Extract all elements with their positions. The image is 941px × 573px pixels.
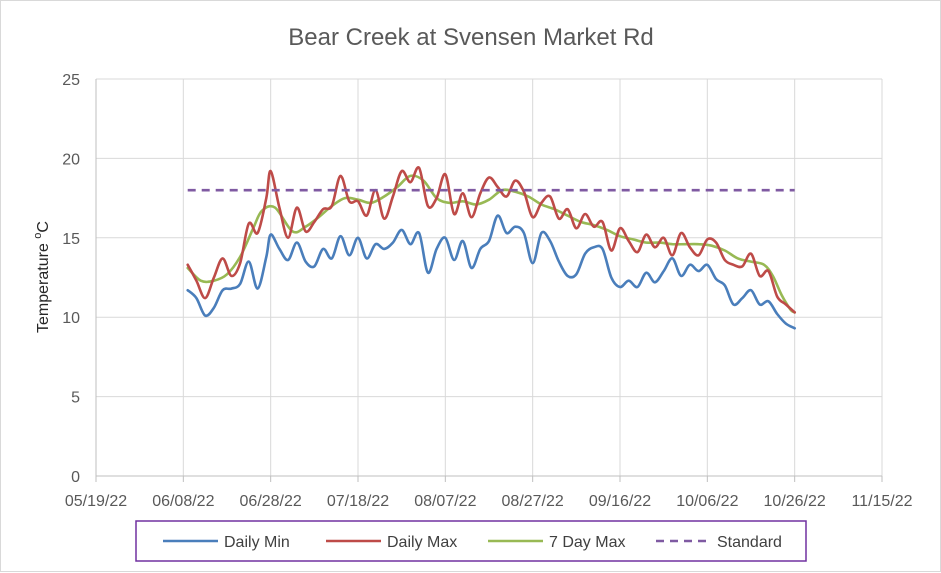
x-tick-label: 10/06/22 <box>676 493 738 510</box>
y-tick-label: 0 <box>71 469 80 486</box>
legend-box <box>135 520 807 562</box>
y-tick-label: 20 <box>62 151 80 168</box>
series-lines <box>186 166 796 330</box>
legend: Daily Min Daily Max 7 Day Max Standard <box>163 534 782 551</box>
x-tick-label: 07/18/22 <box>327 493 389 510</box>
legend-label-7-day-max: 7 Day Max <box>549 534 625 551</box>
gridlines <box>95 78 883 477</box>
x-tick-label: 08/07/22 <box>414 493 476 510</box>
legend-label-standard: Standard <box>717 534 782 551</box>
x-tick-label: 08/27/22 <box>502 493 564 510</box>
x-tick-label: 05/19/22 <box>65 493 127 510</box>
series-line-daily-min <box>186 214 796 330</box>
x-tick-label: 10/26/22 <box>764 493 826 510</box>
y-axis-title-unit: C <box>35 221 52 233</box>
y-tick-label: 25 <box>62 72 80 89</box>
x-tick-label: 06/28/22 <box>240 493 302 510</box>
legend-label-daily-max: Daily Max <box>387 534 457 551</box>
x-tick-label: 11/15/22 <box>851 493 912 510</box>
y-axis-title-degree: o <box>32 233 44 239</box>
y-tick-label: 5 <box>71 390 80 407</box>
legend-label-daily-min: Daily Min <box>224 534 290 551</box>
y-axis-title-main: Temperature <box>35 239 52 333</box>
y-tick-label: 15 <box>62 231 80 248</box>
chart-title: Bear Creek at Svensen Market Rd <box>288 24 654 51</box>
x-tick-label: 09/16/22 <box>589 493 651 510</box>
y-axis-title: Temperature oC <box>32 221 52 333</box>
x-tick-label: 06/08/22 <box>152 493 214 510</box>
axes: 0 5 10 15 20 25 05/19/22 06/08/22 06/28/22 07/18/… <box>62 72 912 510</box>
y-tick-label: 10 <box>62 310 80 327</box>
series-line-daily-max <box>186 166 796 314</box>
